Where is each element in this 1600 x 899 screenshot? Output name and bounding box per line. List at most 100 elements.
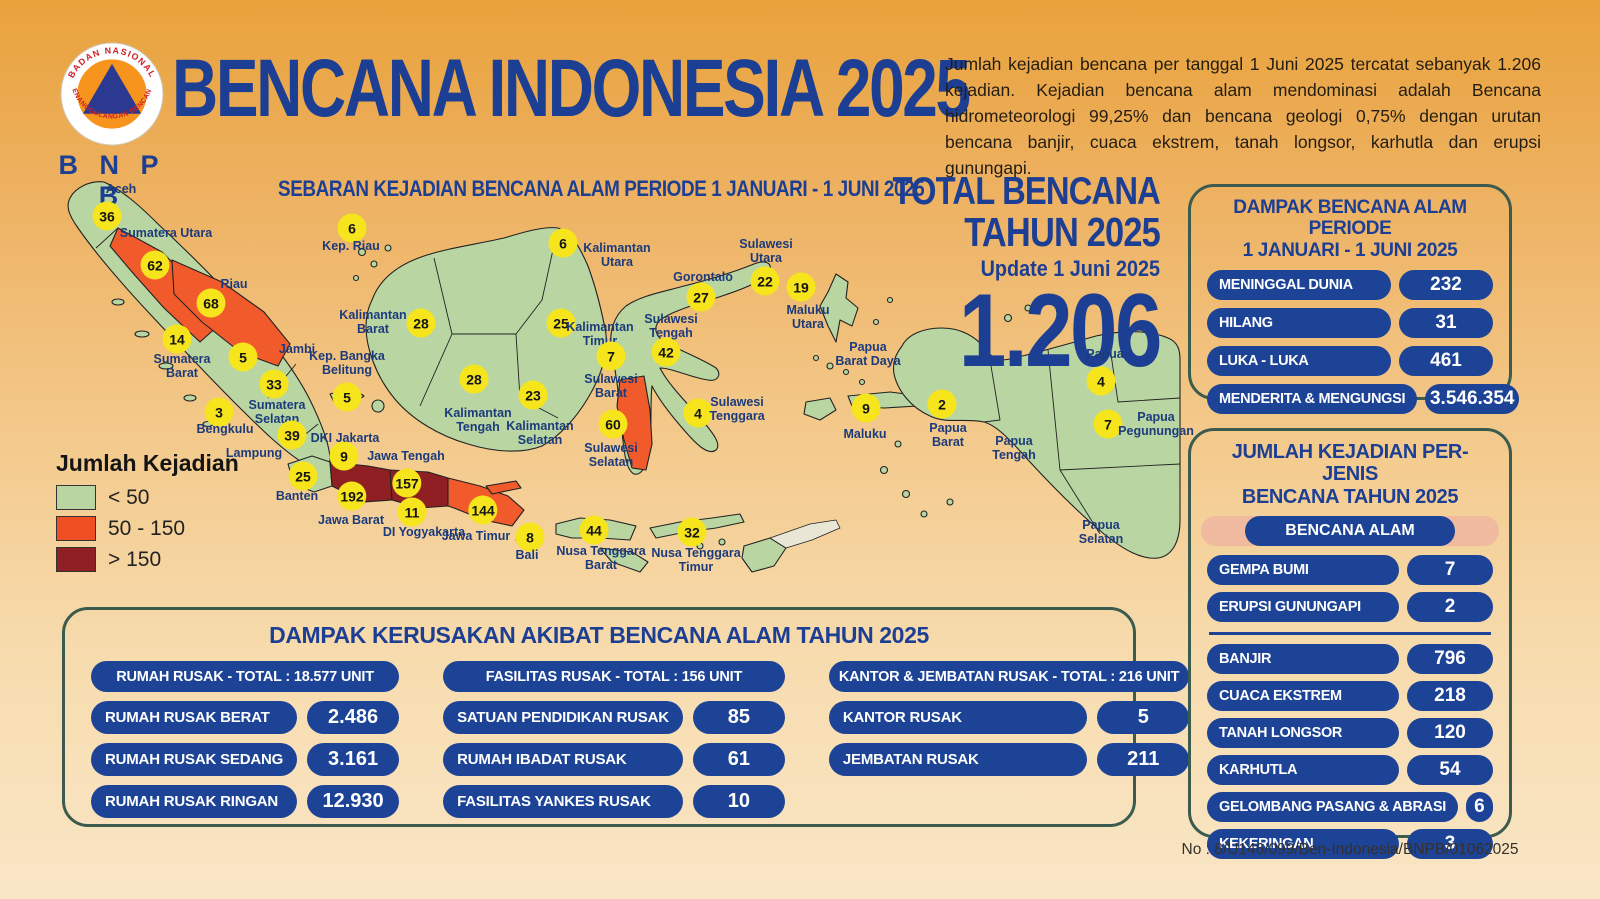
- damage-row-value: 211: [1097, 743, 1190, 776]
- per-jenis-panel-title: JUMLAH KEJADIAN PER-JENIS BENCANA TAHUN …: [1231, 441, 1469, 508]
- region-label: Sulawesi Barat: [584, 372, 638, 400]
- region-count-badge: 7: [596, 341, 626, 371]
- damage-row: KANTOR RUSAK 5: [828, 701, 1190, 734]
- per-jenis-row-value: 218: [1407, 680, 1493, 711]
- region-label: Papua Barat Daya: [835, 340, 901, 368]
- category-badge: BENCANA ALAM: [1245, 516, 1455, 547]
- region-label: Jawa Timur: [441, 529, 511, 543]
- damage-row-value: 10: [692, 785, 785, 818]
- per-jenis-row-value: 7: [1407, 555, 1493, 586]
- damage-row-label: RUMAH RUSAK SEDANG: [91, 743, 298, 776]
- impact-row-value: 232: [1399, 269, 1493, 300]
- region-label: Sulawesi Selatan: [584, 441, 638, 469]
- region-count-badge: 62: [140, 250, 170, 280]
- region-label: Kalimantan Timur: [566, 320, 634, 348]
- region-label: Papua Barat: [929, 421, 967, 449]
- damage-col-fasilitas: FASILITAS RUSAK - TOTAL : 156 UNIT SATUA…: [443, 661, 785, 818]
- per-jenis-row: GELOMBANG PASANG & ABRASI 6: [1207, 791, 1493, 822]
- damage-row-label: SATUAN PENDIDIKAN RUSAK: [443, 701, 683, 734]
- region-count-badge: 39: [277, 420, 307, 450]
- total-update-date: Update 1 Juni 2025: [980, 255, 1160, 281]
- per-jenis-row: BANJIR 796: [1207, 643, 1493, 674]
- per-jenis-row-value: 3: [1407, 828, 1493, 859]
- impact-row-value: 461: [1399, 345, 1493, 376]
- divider: [1209, 632, 1491, 635]
- impact-panel: DAMPAK BENCANA ALAM PERIODE 1 JANUARI - …: [1188, 184, 1520, 414]
- damage-col-rumah: RUMAH RUSAK - TOTAL : 18.577 UNIT RUMAH …: [91, 661, 400, 818]
- region-count-badge: 192: [337, 481, 367, 511]
- damage-row-value: 2.486: [307, 701, 400, 734]
- damage-row: RUMAH RUSAK RINGAN 12.930: [91, 785, 400, 818]
- per-jenis-row-label: ERUPSI GUNUNGAPI: [1207, 592, 1399, 623]
- region-count-badge: 3: [204, 397, 234, 427]
- agency-abbr: B N P B: [58, 150, 166, 211]
- region-count-badge: 5: [332, 382, 362, 412]
- damage-row-value: 5: [1097, 701, 1190, 734]
- triangle-icon: [82, 63, 142, 114]
- region-label: Sulawesi Utara: [739, 237, 793, 265]
- region-label: Kalimantan Barat: [339, 308, 407, 336]
- total-value: 1.206: [958, 272, 1163, 389]
- damage-col-header: KANTOR & JEMBATAN RUSAK - TOTAL : 216 UN…: [828, 661, 1190, 692]
- damage-row: RUMAH RUSAK SEDANG 3.161: [91, 743, 400, 776]
- per-jenis-row: CUACA EKSTREM 218: [1207, 680, 1493, 711]
- region-count-badge: 6: [548, 228, 578, 258]
- region-count-badge: 6: [337, 213, 367, 243]
- page-title: BENCANA INDONESIA 2025: [172, 43, 971, 134]
- region-count-badge: 42: [651, 337, 681, 367]
- total-bencana-block: TOTAL BENCANA TAHUN 2025 Update 1 Juni 2…: [820, 170, 1163, 389]
- damage-row-label: FASILITAS YANKES RUSAK: [443, 785, 683, 818]
- region-count-badge: 22: [750, 266, 780, 296]
- impact-row-value: 31: [1399, 307, 1493, 338]
- damage-row-label: JEMBATAN RUSAK: [828, 743, 1088, 776]
- impact-row: MENINGGAL DUNIA 232: [1207, 269, 1493, 300]
- region-label: Sulawesi Tenggara: [709, 395, 765, 423]
- per-jenis-row-value: 2: [1407, 592, 1493, 623]
- region-label: Gorontalo: [673, 270, 733, 284]
- total-line1: TOTAL BENCANA: [892, 170, 1160, 213]
- per-jenis-row-value: 796: [1407, 643, 1493, 674]
- per-jenis-row-label: TANAH LONGSOR: [1207, 717, 1399, 748]
- region-count-badge: 28: [459, 364, 489, 394]
- region-label: Jawa Barat: [317, 513, 385, 527]
- impact-row: HILANG 31: [1207, 307, 1493, 338]
- per-jenis-row-label: CUACA EKSTREM: [1207, 680, 1399, 711]
- impact-panel-title: DAMPAK BENCANA ALAM PERIODE 1 JANUARI - …: [1233, 197, 1467, 261]
- region-label: Papua: [1086, 347, 1124, 361]
- region-count-badge: 9: [851, 393, 881, 423]
- region-label: Kalimantan Tengah: [444, 406, 512, 434]
- region-label: Kep. Bangka Belitung: [309, 349, 385, 377]
- region-count-badge: 157: [392, 468, 422, 498]
- region-label: Papua Tengah: [992, 434, 1036, 462]
- bnpb-logo: BADAN NASIONAL PENANGGULANGAN BENCANA: [57, 37, 164, 146]
- region-count-badge: 60: [598, 409, 628, 439]
- region-label: Kalimantan Utara: [583, 241, 651, 269]
- damage-row-label: RUMAH RUSAK BERAT: [91, 701, 298, 734]
- region-count-badge: 33: [259, 369, 289, 399]
- per-jenis-row-label: GELOMBANG PASANG & ABRASI: [1207, 791, 1458, 822]
- per-jenis-row: KEKERINGAN 3: [1207, 828, 1493, 859]
- legend-item-label: > 150: [108, 547, 162, 571]
- damage-row: FASILITAS YANKES RUSAK 10: [443, 785, 785, 818]
- per-jenis-row-label: KEKERINGAN: [1207, 828, 1399, 859]
- legend-item: 50 - 150: [56, 516, 239, 541]
- legend-color-swatch: [56, 516, 96, 541]
- document-number: No : 8/U146/099/Ben-Indonesia/BNPB/01062…: [1181, 841, 1519, 858]
- damage-row-label: RUMAH IBADAT RUSAK: [443, 743, 683, 776]
- region-label: Banten: [275, 489, 319, 503]
- damage-panel-title: DAMPAK KERUSAKAN AKIBAT BENCANA ALAM TAH…: [269, 622, 929, 648]
- impact-row-label: MENDERITA & MENGUNGSI: [1207, 383, 1418, 414]
- region-count-badge: 28: [406, 308, 436, 338]
- per-jenis-row: TANAH LONGSOR 120: [1207, 717, 1493, 748]
- damage-row-value: 3.161: [307, 743, 400, 776]
- region-label: Jawa Tengah: [367, 449, 445, 463]
- region-label: Sulawesi Tengah: [644, 312, 698, 340]
- legend-title: Jumlah Kejadian: [56, 450, 239, 476]
- damage-row-label: RUMAH RUSAK RINGAN: [91, 785, 298, 818]
- region-count-badge: 25: [546, 308, 576, 338]
- impact-row-label: LUKA - LUKA: [1207, 345, 1391, 376]
- category-band: BENCANA ALAM: [1201, 516, 1499, 547]
- impact-row-label: MENINGGAL DUNIA: [1207, 269, 1391, 300]
